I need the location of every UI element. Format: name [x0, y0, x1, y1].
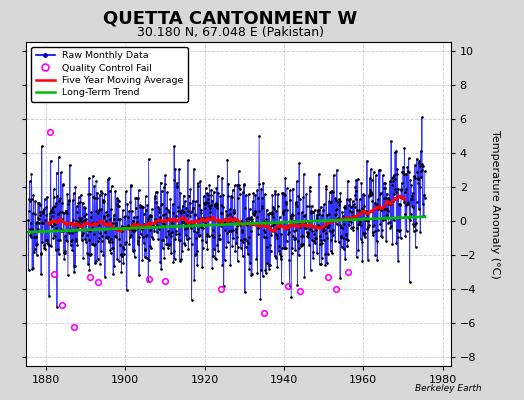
Text: 30.180 N, 67.048 E (Pakistan): 30.180 N, 67.048 E (Pakistan): [137, 26, 324, 39]
Text: QUETTA CANTONMENT W: QUETTA CANTONMENT W: [103, 10, 358, 28]
Legend: Raw Monthly Data, Quality Control Fail, Five Year Moving Average, Long-Term Tren: Raw Monthly Data, Quality Control Fail, …: [31, 47, 188, 102]
Text: Berkeley Earth: Berkeley Earth: [416, 384, 482, 393]
Y-axis label: Temperature Anomaly (°C): Temperature Anomaly (°C): [490, 130, 500, 278]
